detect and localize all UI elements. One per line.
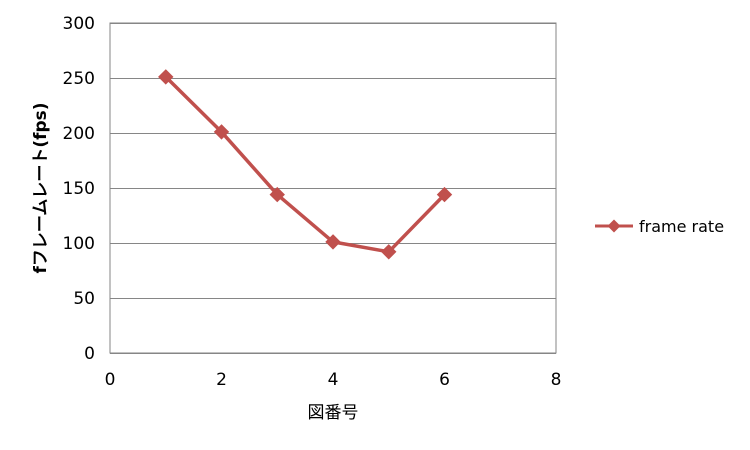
series-layer bbox=[158, 69, 453, 260]
y-axis-title: fフレームレート(fps) bbox=[31, 102, 51, 273]
x-tick-label-2: 4 bbox=[328, 370, 339, 390]
x-axis-ticks: 0 2 4 6 8 bbox=[105, 370, 562, 390]
data-point-0-5 bbox=[436, 186, 453, 203]
x-axis-title: 図番号 bbox=[308, 403, 359, 423]
series-line-0 bbox=[164, 75, 446, 254]
data-point-0-2 bbox=[269, 186, 285, 203]
y-axis-ticks: 0 50 100 150 200 250 300 bbox=[63, 14, 95, 364]
y-tick-label-6: 300 bbox=[63, 14, 95, 34]
legend: frame rate bbox=[595, 217, 724, 236]
legend-marker bbox=[607, 219, 621, 233]
y-tick-label-3: 150 bbox=[63, 179, 95, 199]
x-tick-label-3: 6 bbox=[439, 370, 450, 390]
data-point-0-0 bbox=[158, 69, 174, 85]
plot-area-border bbox=[109, 22, 557, 354]
x-tick-label-1: 2 bbox=[216, 370, 227, 390]
y-tick-label-0: 0 bbox=[84, 344, 95, 364]
y-tick-label-2: 100 bbox=[63, 234, 95, 254]
legend-label: frame rate bbox=[639, 217, 724, 236]
x-tick-label-0: 0 bbox=[105, 370, 116, 390]
y-tick-label-1: 50 bbox=[73, 289, 95, 309]
y-tick-label-5: 250 bbox=[63, 69, 95, 89]
x-tick-label-4: 8 bbox=[551, 370, 562, 390]
data-point-0-1 bbox=[213, 124, 230, 140]
grid bbox=[110, 23, 556, 354]
data-point-0-3 bbox=[325, 234, 341, 250]
data-point-0-4 bbox=[381, 244, 397, 260]
y-tick-label-4: 200 bbox=[63, 124, 95, 144]
